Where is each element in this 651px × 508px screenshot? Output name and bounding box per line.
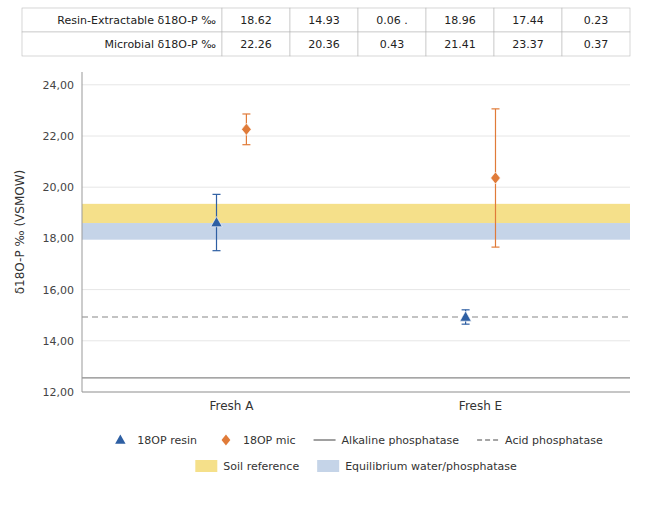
x-tick-label: Fresh E: [459, 399, 502, 413]
y-tick-label: 14,00: [43, 335, 75, 348]
series: [211, 194, 471, 324]
grid-line: [82, 340, 630, 341]
legend-marker: [115, 435, 125, 444]
table-cell: [426, 8, 494, 32]
table-row-label: Microbial δ18O-P ‰: [105, 38, 217, 51]
table-cell-text: 0.37: [584, 38, 609, 51]
grid-line: [82, 289, 630, 290]
table-cell: [290, 8, 358, 32]
error-bar-cap: [491, 247, 499, 248]
table-cell: [426, 32, 494, 56]
table-cell-text: 20.36: [308, 38, 340, 51]
grid: [82, 85, 630, 392]
table: Resin-Extractable δ18O-P ‰ 18.62 14.93 0.06…: [22, 8, 630, 56]
legend-label: Acid phosphatase: [505, 434, 603, 447]
table-cell-text: 22.26: [240, 38, 272, 51]
table-cell-text: 21.41: [444, 38, 476, 51]
error-bar-cap: [491, 108, 499, 109]
y-ticks: 12,00 14,00 16,00 18,00 20,00 22,00 24,00: [43, 79, 75, 399]
band: [82, 223, 630, 240]
table-cell-text: 17.44: [512, 14, 544, 27]
reference-line: [82, 377, 630, 378]
x-tick-label: Fresh A: [209, 399, 254, 413]
legend-row: 18OP resin 18OP mic Alkaline phosphatase Ac…: [115, 434, 603, 447]
error-bar-cap: [213, 194, 221, 195]
table-cell: [22, 32, 222, 56]
band: [82, 204, 630, 223]
y-axis-line: [82, 72, 83, 392]
error-bar-cap: [242, 113, 250, 114]
error-bar-cap: [242, 144, 250, 145]
table-cell: [562, 32, 630, 56]
grid-line: [82, 392, 630, 393]
plot-area: [82, 109, 630, 378]
legend-row: Soil reference Equilibrium water/phosphat…: [195, 460, 517, 473]
legend-label: Alkaline phosphatase: [342, 434, 460, 447]
x-axis-line: [82, 392, 630, 393]
table-cell-text: 0.43: [380, 38, 405, 51]
legend-line: [477, 439, 499, 441]
table-cell: [22, 8, 222, 32]
table-cell-text: 14.93: [308, 14, 340, 27]
legend-marker: [222, 435, 231, 446]
legend-item: 18OP mic: [222, 434, 296, 447]
error-bar-cap: [462, 309, 470, 310]
legend-item: Equilibrium water/phosphatase: [317, 460, 517, 473]
legend-label: Soil reference: [223, 460, 299, 473]
table-cell: [358, 32, 426, 56]
legend-label: 18OP mic: [243, 434, 296, 447]
legend: 18OP resin 18OP mic Alkaline phosphatase Ac…: [115, 434, 603, 473]
legend-patch: [195, 460, 217, 472]
y-tick-label: 12,00: [43, 386, 75, 399]
table-cell-text: 18.96: [444, 14, 476, 27]
error-bar-cap: [462, 324, 470, 325]
table-cell: [222, 8, 290, 32]
legend-patch: [317, 460, 339, 472]
table-cell-text: 23.37: [512, 38, 544, 51]
table-cell: [290, 32, 358, 56]
table-cell: [494, 32, 562, 56]
point: [242, 123, 252, 135]
grid-line: [82, 136, 630, 137]
legend-item: Acid phosphatase: [477, 434, 603, 447]
y-tick-label: 20,00: [43, 181, 75, 194]
axes: Fresh A Fresh E: [82, 72, 630, 413]
legend-line: [314, 439, 336, 441]
point: [491, 172, 501, 184]
table-cell-text: 0.06 .: [376, 14, 408, 27]
point: [211, 217, 222, 227]
y-tick-label: 16,00: [43, 284, 75, 297]
y-axis-label: δ18O-P ‰ (VSMOW): [13, 170, 27, 295]
table-cell: [222, 32, 290, 56]
table-cell: [494, 8, 562, 32]
chart: Resin-Extractable δ18O-P ‰ 18.62 14.93 0.06…: [0, 0, 651, 508]
legend-item: Soil reference: [195, 460, 299, 473]
grid-line: [82, 187, 630, 188]
table-cell-text: 18.62: [240, 14, 272, 27]
reference-line: [82, 316, 630, 317]
legend-label: 18OP resin: [137, 434, 197, 447]
table-cell-text: 0.23: [584, 14, 609, 27]
y-tick-label: 22,00: [43, 130, 75, 143]
grid-line: [82, 84, 630, 85]
legend-item: 18OP resin: [115, 434, 197, 447]
error-bar: [491, 109, 499, 247]
table-cell: [358, 8, 426, 32]
y-tick-label: 18,00: [43, 232, 75, 245]
legend-item: Alkaline phosphatase: [314, 434, 460, 447]
series: [242, 109, 501, 247]
y-tick-label: 24,00: [43, 79, 75, 92]
table-cell: [562, 8, 630, 32]
point: [460, 311, 471, 321]
error-bar-cap: [213, 250, 221, 251]
legend-label: Equilibrium water/phosphatase: [345, 460, 517, 473]
table-row-label: Resin-Extractable δ18O-P ‰: [57, 14, 216, 27]
error-bar: [242, 114, 250, 145]
